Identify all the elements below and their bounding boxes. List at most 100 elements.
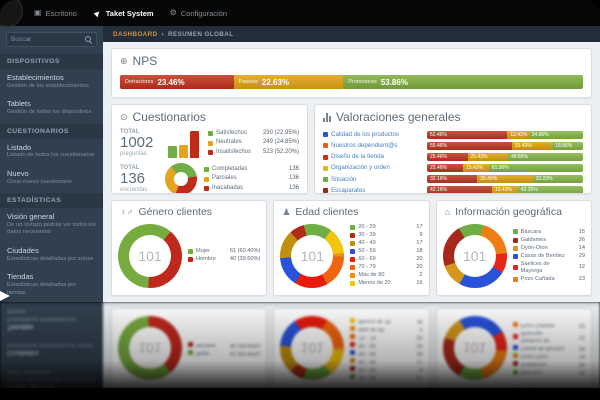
nps-stacked-bar: Detractores 23.46% Pasivos 22.63% Promotores… <box>120 75 583 89</box>
legend-item: 70 - 79 20 <box>350 264 423 271</box>
panel-header: ⌂ Información geográfica <box>437 201 591 221</box>
valoracion-swatch <box>323 165 328 171</box>
legend-swatch <box>350 265 356 271</box>
encuestas-row: TOTAL 136 encuestas Completadas 136 Parcia… <box>120 163 299 193</box>
valoracion-stacked-bar: 52.46% 12.43% 34.86% <box>427 130 583 140</box>
valoracion-label-situacion[interactable]: Situación <box>323 176 427 183</box>
valoraciones-panel: Valoraciones generales Calidad de los pr… <box>314 104 592 194</box>
legend-item: Oyón-Oion 14 <box>512 245 585 252</box>
sidebar-section-title: DISPOSITIVOS <box>0 54 103 69</box>
legend-swatch <box>512 229 518 235</box>
chart-body: 101 Mujer 61 (60.40%) Hombre 40 (39.60%) <box>112 221 266 295</box>
sidebar-section-title: ESTADÍSTICAS <box>0 193 103 209</box>
legend-item: 60 - 69 20 <box>350 256 423 263</box>
legend-item: Satisfechos 230 (22.95%) <box>208 130 299 137</box>
bar-segment: 25.43% <box>511 141 553 151</box>
legend-item: Hombre 40 (39.60%) <box>188 256 260 263</box>
valoracion-label-nuestros-dependient-s[interactable]: Nuestros dependient@s <box>323 142 427 149</box>
bar-segment: 42.35% <box>517 186 583 193</box>
bar-segment: 15.43% <box>463 163 489 173</box>
dashboard-content: ⊕ NPS Detractores 23.46% Pasivos 22.63% Prom… <box>103 42 600 302</box>
gear-icon: ⚙ <box>169 8 177 17</box>
nps-segment-promotores: Promotores 53.86% <box>343 75 583 89</box>
legend-item: 30 - 39 9 <box>350 232 423 239</box>
summary-row: ⊙ Cuestionarios TOTAL 1002 preguntas <box>111 104 592 194</box>
app-logo <box>0 0 23 27</box>
nps-title: NPS <box>132 54 158 68</box>
valoracion-label-organizacion-y-orden[interactable]: Organización y orden <box>323 164 427 171</box>
panel-header: ♀♂ Género clientes <box>112 201 266 221</box>
sidebar-search <box>6 32 97 47</box>
legend-swatch <box>350 248 356 254</box>
legend-swatch <box>204 186 209 192</box>
breadcrumb-current: RESUMEN GLOBAL <box>168 30 234 38</box>
legend-item: Insatisfechos 523 (52.20%) <box>208 149 299 156</box>
sidebar-section-title: CUESTIONARIOS <box>0 123 103 139</box>
bar-segment: 61.90% <box>488 163 583 173</box>
encuestas-donut-chart <box>165 163 197 193</box>
legend-swatch <box>208 140 213 146</box>
valoracion-swatch <box>323 187 328 193</box>
legend-item: Casas de Benítez 29 <box>512 253 585 260</box>
bar-segment: 52.46% <box>427 130 508 140</box>
valoracion-row: Situación 32.16% 35.49% 32.23% <box>323 174 583 184</box>
legend-item: Parciales 136 <box>204 175 299 182</box>
valoracion-row: Escaparates 42.16% 15.49% 42.35% <box>323 186 583 193</box>
search-icon[interactable] <box>85 36 92 43</box>
legend-swatch <box>350 224 356 230</box>
panel-title-genero: Género clientes <box>138 206 213 218</box>
valoracion-swatch <box>323 176 328 182</box>
mini-bar <box>189 131 199 158</box>
valoracion-label-escaparates[interactable]: Escaparates <box>323 187 427 193</box>
panel-genero: ♀♂ Género clientes 101 Mujer 61 (60.40%) Homb… <box>111 200 268 296</box>
sidebar-item-tiendas[interactable]: Tiendas Estadísticas detalladas por tiend… <box>7 272 77 296</box>
valoraciones-header: Valoraciones generales <box>315 105 591 127</box>
nps-segment-pasivos: Pasivos 22.63% <box>233 75 344 89</box>
chart-body: 101 Báscara 15 Galdames 26 Oyón-Oion 14 Casas d… <box>437 221 591 295</box>
sidebar-item-nuevo[interactable]: Nuevo Crear nuevo cuestionario <box>7 168 72 185</box>
nav-escritorio[interactable]: ▣ Escritorio <box>34 9 77 18</box>
nav-taket-system[interactable]: ► Taket System <box>90 6 153 19</box>
donut-total: 101 <box>453 234 496 277</box>
sidebar-item-vision-general[interactable]: Visión general De un vistazo podrás ver t… <box>7 212 96 236</box>
nps-panel: ⊕ NPS Detractores 23.46% Pasivos 22.63% Prom… <box>111 48 592 98</box>
nps-panel-header: ⊕ NPS <box>112 49 591 71</box>
legend-swatch <box>350 240 356 246</box>
valoracion-swatch <box>323 143 328 149</box>
donut-total: 101 <box>129 234 171 277</box>
breadcrumb-root[interactable]: DASHBOARD <box>113 30 158 38</box>
legend-item: Báscara 15 <box>512 229 585 236</box>
bar-segment: 48.86% <box>507 152 583 162</box>
valoracion-swatch <box>323 154 328 160</box>
mini-bar <box>167 146 177 158</box>
questionnaire-icon: ⊙ <box>120 111 128 122</box>
bar-segment: 25.46% <box>427 152 468 162</box>
bar-segment: 34.86% <box>528 130 583 140</box>
panel-geografica: ⌂ Información geográfica 101 Báscara 15 Galda… <box>435 200 592 296</box>
valoracion-label-calidad-de-los-productos[interactable]: Calidad de los productos <box>323 131 427 138</box>
legend-swatch <box>512 253 518 259</box>
sidebar-item-listado[interactable]: Listado Listado de todos los cuestionario… <box>7 142 95 159</box>
legend-swatch <box>512 245 518 251</box>
legend-item: Galdames 26 <box>512 237 585 244</box>
legend-swatch <box>188 248 193 254</box>
breadcrumb: DASHBOARD › RESUMEN GLOBAL <box>103 26 600 42</box>
valoracion-row: Calidad de los productos 52.46% 12.43% 34.8… <box>323 130 583 140</box>
valoracion-row: Organización y orden 22.46% 15.43% 61.90% <box>323 163 583 173</box>
sidebar-item-establecimientos[interactable]: Establecimientos Gestión de los estableci… <box>7 73 89 89</box>
legend-swatch <box>208 130 213 136</box>
search-input[interactable] <box>11 36 85 43</box>
panel-title-geografica: Información geográfica <box>455 206 562 218</box>
valoracion-label-diseno-de-la-tienda[interactable]: Diseño de la tienda <box>323 153 427 160</box>
legend-swatch <box>512 276 518 282</box>
legend-item: Saelices de Mayorga 12 <box>512 261 585 274</box>
donut-total: 101 <box>291 234 334 277</box>
sidebar-item-ciudades[interactable]: Ciudades Estadísticas detalladas por zona… <box>7 245 94 262</box>
charts-row: ♀♂ Género clientes 101 Mujer 61 (60.40%) Homb… <box>111 200 592 296</box>
nav-configuracion[interactable]: ⚙ Configuración <box>170 9 227 18</box>
sidebar-item-tablets[interactable]: Tablets Gestión de todos los dispositivos <box>7 99 92 116</box>
legend-swatch <box>512 237 518 243</box>
